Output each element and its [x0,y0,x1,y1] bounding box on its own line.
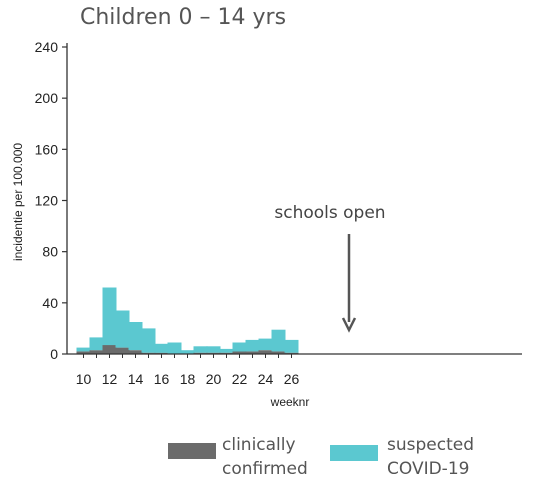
bar-suspected-week-19 [193,346,208,353]
bar-suspected-week-20 [206,346,221,353]
bar-suspected-week-15 [141,328,156,353]
bar-confirmed-week-23 [245,351,260,354]
annotation-schools-open: schools open [274,203,385,223]
bar-confirmed-week-24 [258,350,273,354]
legend-label-confirmed-line2: confirmed [222,459,308,479]
bar-suspected-week-26 [284,339,299,353]
bar-confirmed-week-25 [271,351,286,354]
bar-confirmed-week-12 [102,345,117,354]
y-tick-label-200: 200 [35,90,59,106]
x-axis-title: weeknr [270,395,310,409]
y-axis-title: incidentie per 100.000 [11,143,25,261]
x-tick-label-24: 24 [258,371,274,387]
bar-suspected-week-22 [232,342,247,352]
bar-confirmed-week-11 [89,350,104,354]
bar-confirmed-week-14 [128,350,143,354]
x-tick-label-12: 12 [102,371,118,387]
bar-suspected-week-21 [219,348,234,353]
bar-suspected-week-17 [167,342,182,354]
axes-group [66,43,522,355]
bar-confirmed-week-13 [115,347,130,354]
x-tick-label-22: 22 [232,371,248,387]
bar-suspected-week-14 [128,322,143,351]
ticks-group: 0 40 80 120 160 200 240 10 12 14 16 18 20 22 24 26 [35,39,300,387]
y-tick-label-160: 160 [35,141,59,157]
bar-suspected-week-16 [154,343,169,353]
x-tick-label-18: 18 [180,371,196,387]
legend-swatch-suspected [330,445,378,461]
bar-suspected-week-23 [245,339,260,352]
bar-suspected-week-11 [89,337,104,351]
y-tick-label-120: 120 [35,193,59,209]
x-tick-label-26: 26 [284,371,300,387]
x-tick-label-14: 14 [128,371,144,387]
y-tick-label-240: 240 [35,39,59,55]
bar-confirmed-week-10 [76,351,91,354]
y-tick-label-40: 40 [42,295,58,311]
legend-label-suspected-line2: COVID-19 [387,459,469,479]
legend-label-confirmed-line1: clinically [222,435,296,455]
bar-suspected-week-12 [102,287,117,346]
legend-label-suspected-line1: suspected [387,435,474,455]
chart-title: Children 0 – 14 yrs [80,5,286,30]
bar-suspected-week-18 [180,350,195,354]
bars-group [76,287,299,354]
y-tick-label-0: 0 [50,346,58,362]
bar-suspected-week-13 [115,310,130,348]
x-tick-label-16: 16 [154,371,170,387]
bar-suspected-week-10 [76,347,91,352]
legend: clinically confirmed suspected COVID-19 [168,435,474,479]
bar-confirmed-week-22 [232,351,247,354]
legend-swatch-confirmed [168,443,216,459]
y-tick-label-80: 80 [42,244,58,260]
x-tick-label-20: 20 [206,371,222,387]
bar-suspected-week-24 [258,338,273,351]
x-tick-label-10: 10 [76,371,92,387]
bar-suspected-week-25 [271,329,286,352]
annotation-arrow [341,234,357,333]
